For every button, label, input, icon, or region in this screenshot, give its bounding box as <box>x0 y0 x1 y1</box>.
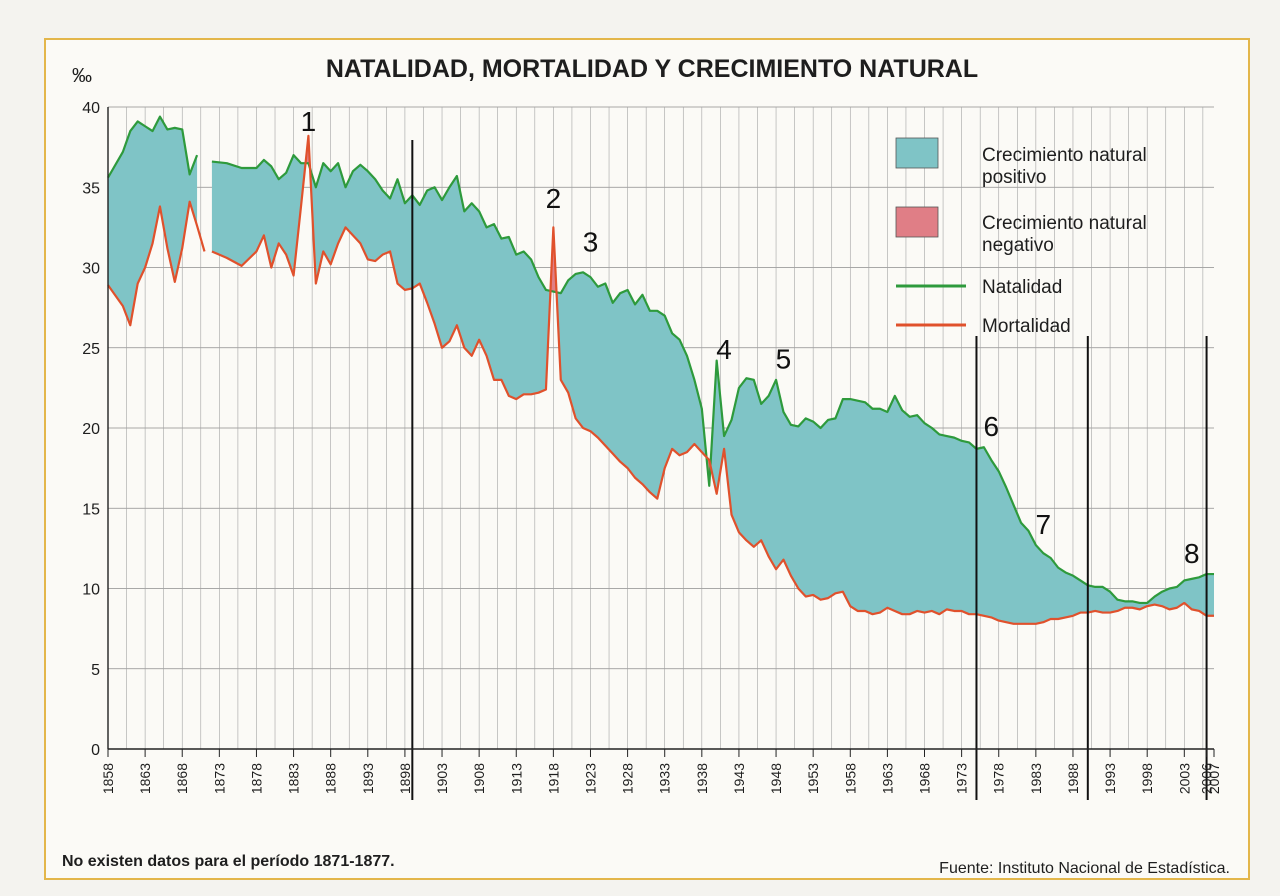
series-line-natalidad <box>107 115 199 179</box>
x-tick-label: 1978 <box>991 763 1007 794</box>
x-tick-label: 1928 <box>620 763 636 794</box>
chart-svg: NATALIDAD, MORTALIDAD Y CRECIMIENTO NATU… <box>62 55 1230 877</box>
x-tick-label: 1898 <box>397 763 413 794</box>
phase-dividers <box>411 140 1208 800</box>
y-tick-label: 20 <box>82 421 100 438</box>
x-tick-label: 1913 <box>508 763 524 794</box>
annotation-marker: 4 <box>716 334 732 365</box>
y-tick-label: 30 <box>82 261 100 278</box>
y-tick-label: 5 <box>91 662 100 679</box>
chart-source: Fuente: Instituto Nacional de Estadístic… <box>939 860 1230 877</box>
x-tick-label: 2003 <box>1176 763 1192 794</box>
x-tick-label: 1948 <box>768 763 784 794</box>
legend-swatch-negative <box>895 206 939 238</box>
x-tick-label: 1888 <box>323 763 339 794</box>
positive-growth-area <box>211 155 1215 624</box>
legend: Crecimiento natural positivo Crecimiento … <box>895 137 1147 337</box>
x-tick-label: 1983 <box>1028 763 1044 794</box>
x-tick-label: 1938 <box>694 763 710 794</box>
x-tick-label: 1973 <box>954 763 970 794</box>
annotation-marker: 8 <box>1184 538 1200 569</box>
y-tick-label: 10 <box>82 582 100 599</box>
x-tick-label: 1903 <box>434 763 450 794</box>
x-tick-label: 1953 <box>805 763 821 794</box>
x-tick-label: 1883 <box>286 763 302 794</box>
legend-swatch-positive <box>895 137 939 169</box>
x-tick-label: 1963 <box>879 763 895 794</box>
x-tick-label: 1878 <box>248 763 264 794</box>
legend-label-positive: Crecimiento natural positivo <box>982 145 1147 188</box>
x-tick-label: 1968 <box>917 763 933 794</box>
chart-title: NATALIDAD, MORTALIDAD Y CRECIMIENTO NATU… <box>326 55 978 83</box>
y-tick-label: 35 <box>82 180 100 197</box>
y-axis-label: ‰ <box>72 65 92 87</box>
annotation-marker: 2 <box>546 183 562 214</box>
x-tick-label: 1923 <box>582 763 598 794</box>
x-tick-label: 2006 <box>1199 763 1215 794</box>
x-tick-label: 1908 <box>471 763 487 794</box>
x-tick-label: 1858 <box>100 763 116 794</box>
chart-note: No existen datos para el período 1871-18… <box>62 853 395 870</box>
x-tick-label: 1933 <box>657 763 673 794</box>
legend-label-natalidad: Natalidad <box>982 277 1062 298</box>
series-lines <box>107 115 1214 625</box>
series-line-mortalidad <box>211 134 1214 625</box>
x-tick-label: 1893 <box>360 763 376 794</box>
annotation-marker: 1 <box>301 106 317 137</box>
x-tick-label: 1998 <box>1139 763 1155 794</box>
x-tick-label: 1958 <box>842 763 858 794</box>
x-tick-label: 1943 <box>731 763 747 794</box>
y-tick-label: 25 <box>82 341 100 358</box>
growth-areas <box>108 116 1215 624</box>
annotation-marker: 5 <box>776 344 792 375</box>
chart-frame: NATALIDAD, MORTALIDAD Y CRECIMIENTO NATU… <box>44 38 1250 880</box>
y-tick-label: 15 <box>82 501 100 518</box>
x-tick-label: 1988 <box>1065 763 1081 794</box>
positive-growth-area <box>108 116 198 326</box>
x-tick-label: 1873 <box>211 763 227 794</box>
annotation-marker: 3 <box>583 226 599 257</box>
y-tick-label: 40 <box>82 100 100 117</box>
x-tick-label: 1918 <box>545 763 561 794</box>
annotation-marker: 7 <box>1035 509 1051 540</box>
annotation-marker: 6 <box>984 411 1000 442</box>
legend-label-negative: Crecimiento natural negativo <box>982 213 1147 256</box>
legend-label-mortalidad: Mortalidad <box>982 316 1071 337</box>
x-tick-label: 1868 <box>174 763 190 794</box>
x-tick-label: 1993 <box>1102 763 1118 794</box>
y-tick-label: 0 <box>91 742 100 759</box>
x-tick-label: 2007 <box>1206 763 1222 794</box>
series-line-natalidad <box>211 154 1214 605</box>
series-line-mortalidad <box>107 200 206 327</box>
x-tick-label: 1863 <box>137 763 153 794</box>
